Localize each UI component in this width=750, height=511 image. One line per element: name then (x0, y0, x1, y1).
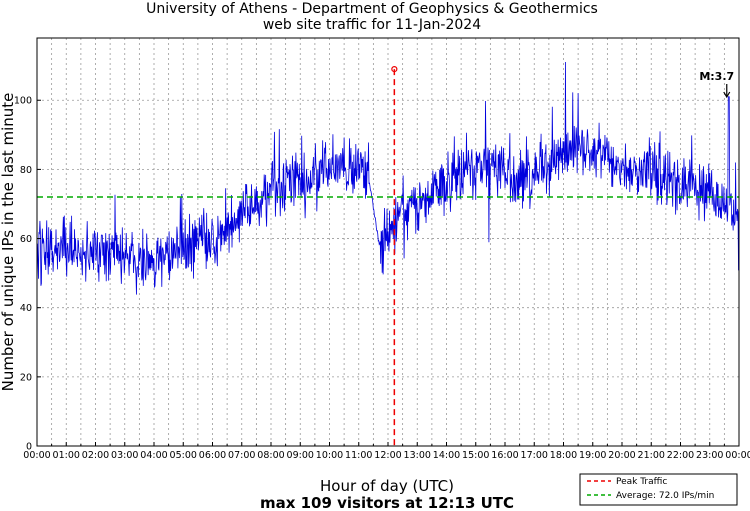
x-tick-label: 09:00 (287, 450, 314, 461)
x-tick-label: 07:00 (228, 450, 255, 461)
x-tick-label: 10:00 (316, 450, 343, 461)
y-tick-label: 20 (20, 372, 32, 383)
x-tick-label: 13:00 (404, 450, 431, 461)
traffic-line (36, 62, 740, 295)
x-tick-label: 21:00 (638, 450, 665, 461)
peak-marker (391, 66, 398, 73)
chart-title: University of Athens - Department of Geo… (146, 1, 598, 17)
y-tick-label: 60 (20, 234, 32, 245)
y-tick-label: 100 (14, 96, 32, 107)
x-axis-label: Hour of day (UTC) (320, 477, 454, 495)
legend-peak-label: Peak Traffic (616, 477, 667, 487)
legend: Peak Traffic Average: 72.0 IPs/min (579, 473, 738, 506)
x-tick-label: 06:00 (199, 450, 226, 461)
legend-average-label: Average: 72.0 IPs/min (616, 491, 714, 501)
x-tick-label: 08:00 (257, 450, 284, 461)
overlay-lines: M:3.7 (37, 66, 739, 446)
peak-summary: max 109 visitors at 12:13 UTC (260, 494, 514, 511)
x-tick-label: 15:00 (462, 450, 489, 461)
x-tick-label: 22:00 (667, 450, 694, 461)
x-tick-label: 17:00 (521, 450, 548, 461)
chart-subtitle: web site traffic for 11-Jan-2024 (263, 17, 481, 33)
x-tick-label: 02:00 (82, 450, 109, 461)
x-tick-label: 16:00 (491, 450, 518, 461)
x-tick-label: 01:00 (53, 450, 80, 461)
x-tick-label: 23:00 (696, 450, 723, 461)
x-tick-label: 14:00 (433, 450, 460, 461)
x-tick-label: 03:00 (111, 450, 138, 461)
x-tick-label: 00:00 (725, 450, 750, 461)
x-tick-label: 00:00 (23, 450, 50, 461)
x-tick-label: 11:00 (345, 450, 372, 461)
x-tick-label: 04:00 (140, 450, 167, 461)
y-tick-label: 0 (26, 442, 32, 453)
x-tick-label: 05:00 (170, 450, 197, 461)
grid-lines (37, 38, 739, 446)
local-max-arrowhead (723, 91, 731, 99)
y-tick-label: 80 (20, 165, 32, 176)
x-tick-label: 12:00 (374, 450, 401, 461)
x-tick-label: 19:00 (579, 450, 606, 461)
local-max-annotation: M:3.7 (699, 70, 734, 83)
x-tick-label: 18:00 (550, 450, 577, 461)
legend-box (579, 473, 738, 506)
y-axis-label: Number of unique IPs in the last minute (0, 93, 17, 392)
x-axis-ticks: 00:00 01:00 02:00 03:00 04:00 05:00 06:00 07:00… (23, 442, 750, 461)
y-tick-label: 40 (20, 303, 32, 314)
traffic-series (36, 62, 740, 295)
y-axis-ticks: 0 20 40 60 80 100 (14, 96, 41, 453)
x-tick-label: 20:00 (608, 450, 635, 461)
